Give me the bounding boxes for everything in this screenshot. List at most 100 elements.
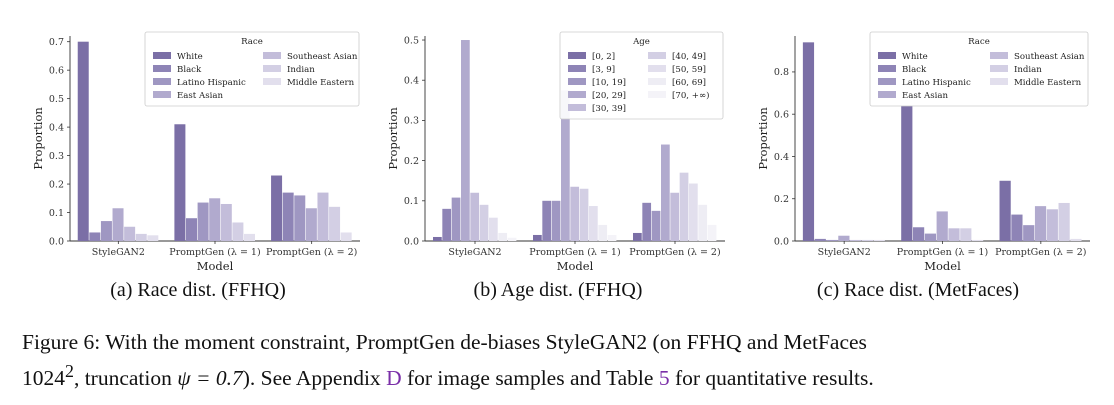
legend-entry: White [902,52,928,62]
legend-swatch [990,65,1008,72]
bar [100,221,112,241]
legend-swatch [878,78,896,85]
legend: Race White Black Latino Hispanic East Asian S… [869,31,1089,107]
bar [317,192,329,241]
chart-panel-age-ffhq: 0.0 0.1 0.2 0.3 0.4 0.5 Proportion Model StyleGA… [380,8,740,308]
bar [838,235,850,241]
bar [112,208,124,241]
bar [999,180,1011,241]
caption-part1: With the moment constraint, PromptGen de… [105,330,867,354]
table-link[interactable]: 5 [658,366,670,391]
bar [936,211,948,241]
bar [186,218,197,241]
bar [1070,238,1082,241]
bar [1034,206,1047,241]
legend-entry: [70, +∞) [672,90,709,101]
bar [1058,202,1070,241]
y-tick-label: 0.6 [774,109,789,120]
bar [679,172,689,241]
caption-part2-pre: 1024 [22,366,65,391]
x-axis-label: Model [197,259,234,273]
subcaption-c: (c) Race dist. (MetFaces) [816,279,1020,301]
legend-entry: Middle Eastern [287,78,355,88]
legend: Race White Black Latino Hispanic East Asian S… [144,31,360,107]
bar [633,232,642,241]
bar [901,105,913,242]
legend-entry: Latino Hispanic [177,78,246,88]
legend-swatch [568,52,586,59]
y-tick-label: 0.5 [49,94,64,105]
bar [1023,225,1035,241]
legend-title: Age [632,37,650,47]
bar [1046,209,1058,241]
x-axis-label: Model [557,259,594,273]
legend-swatch [153,91,171,98]
bar [197,202,209,241]
bar [433,236,442,241]
legend-swatch [648,78,666,85]
bar [489,217,498,241]
legend-entry: [50, 59] [672,65,706,75]
legend-title: Race [241,37,263,47]
y-axis-label: Proportion [756,107,770,170]
bar [470,192,480,241]
legend-entry: Southeast Asian [1014,52,1085,62]
chart-age-ffhq: 0.0 0.1 0.2 0.3 0.4 0.5 Proportion Model StyleGA… [386,31,725,273]
bar [850,239,862,241]
legend-swatch [878,65,896,72]
y-tick-label: 0.4 [404,76,419,87]
legend-swatch [568,104,586,111]
y-tick-label: 0.3 [49,151,64,162]
legend-entry: [10, 19] [592,78,626,88]
bar [861,239,874,241]
legend-swatch [878,91,896,98]
legend-box [559,31,724,120]
legend-entry: White [177,52,203,62]
y-tick-label: 0.3 [404,116,419,127]
y-tick-label: 0.5 [404,35,419,46]
y-tick-label: 0.0 [49,236,64,247]
y-tick-label: 0.4 [774,152,789,163]
bar [442,208,452,241]
y-tick-label: 0.4 [49,122,64,133]
legend-swatch [568,78,586,85]
bar [533,234,542,241]
y-tick-label: 0.1 [49,208,64,219]
bar [305,208,317,241]
legend-title: Race [968,37,990,47]
bar [244,233,255,241]
bar [461,40,470,241]
bar [972,239,984,241]
legend-swatch [153,52,171,59]
x-tick-label: PromptGen (λ = 2) [629,247,720,258]
x-tick-label: PromptGen (λ = 2) [266,247,357,258]
legend-entry: Black [902,65,927,75]
caption-part2-c: for image samples and Table [401,366,659,391]
bar [651,210,661,241]
bar [89,232,101,241]
bar [826,239,838,241]
caption-part2-b: ). See Appendix [242,366,387,391]
bar [642,202,652,241]
x-tick-label: StyleGAN2 [818,247,871,258]
legend-swatch [263,52,281,59]
y-tick-label: 0.6 [49,65,64,76]
legend-entry: Southeast Asian [287,52,358,62]
chart-panel-race-metfaces: 0.0 0.2 0.4 0.6 0.8 Proportion Model StyleGAN2 P… [740,8,1100,308]
appendix-link[interactable]: D [386,366,402,391]
bar [77,41,89,241]
legend-swatch [153,78,171,85]
bar [232,222,244,241]
legend-swatch [153,65,171,72]
legend-entry: Indian [1014,65,1042,75]
subcaption-b: (b) Age dist. (FFHQ) [473,279,643,301]
y-tick-label: 0.0 [404,236,419,247]
legend-swatch [263,78,281,85]
bar [707,224,717,241]
legend-swatch [990,78,1008,85]
legend-entry: [40, 49] [672,52,706,62]
bar [689,183,698,241]
bar [802,42,815,242]
chart-panel-race-ffhq: 0.0 0.1 0.2 0.3 0.4 0.5 0.6 0.7 Proportion Model S… [10,8,370,308]
x-tick-label: PromptGen (λ = 2) [995,247,1086,258]
